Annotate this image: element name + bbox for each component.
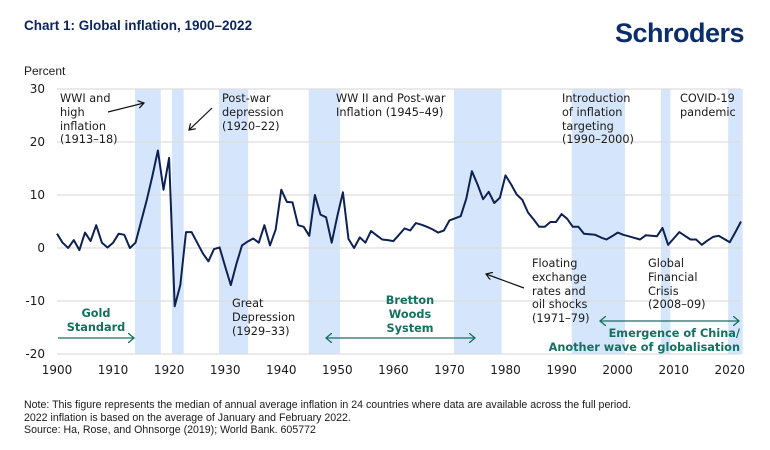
annotation-line: (2008–09) [648, 298, 706, 312]
shaded-period [219, 89, 249, 354]
x-tick-label: 1910 [98, 363, 129, 377]
schroders-logo: Schroders [614, 18, 745, 48]
x-tick-label: 2000 [602, 363, 633, 377]
shaded-period [171, 89, 184, 354]
shaded-period [728, 89, 743, 354]
y-tick-label: 20 [30, 135, 45, 149]
y-tick-label: 30 [30, 82, 45, 96]
annotation-line: inflation [60, 119, 106, 133]
annotation-great-depression: Great Depression (1929–33) [232, 297, 295, 338]
annotation-covid: COVID-19 pandemic [680, 92, 736, 120]
x-tick-label: 1960 [378, 363, 409, 377]
annotation-line: Gold [81, 307, 111, 320]
chart-title: Chart 1: Global inflation, 1900–2022 [24, 18, 253, 33]
x-tick-label: 2020 [715, 363, 746, 377]
x-tick-label: 1950 [322, 363, 353, 377]
annotation-line: Inflation (1945–49) [336, 105, 444, 119]
annotation-line: Great [232, 297, 264, 310]
shaded-period [660, 89, 671, 354]
inflation-line [56, 149, 742, 308]
postwar-arrow [189, 107, 213, 130]
floating-arrow [486, 274, 525, 289]
annotation-line: (1920–22) [222, 119, 280, 133]
annotation-line: Post-war [222, 92, 271, 105]
annotation-wwi: WWI and high inflation (1913–18) [60, 92, 118, 147]
annotation-line: targeting [562, 119, 614, 133]
annotation-line: Floating [532, 257, 578, 270]
annotation-wwii: WW II and Post-war Inflation (1945–49) [336, 92, 446, 120]
annotation-gfc: Global Financial Crisis (2008–09) [648, 257, 706, 312]
annotation-line: WW II and Post-war [336, 92, 446, 105]
x-tick-label: 1900 [42, 363, 73, 377]
y-tick-label: -20 [25, 347, 45, 361]
annotation-gold-standard: Gold Standard [60, 307, 132, 335]
shaded-period [134, 89, 161, 354]
x-tick-label: 1930 [210, 363, 241, 377]
annotation-line: pandemic [680, 105, 736, 119]
annotation-targeting: Introduction of inflation targeting (199… [562, 92, 634, 147]
annotation-line: Introduction [562, 92, 631, 105]
annotation-line: (1913–18) [60, 133, 118, 147]
x-tick-label: 1920 [154, 363, 185, 377]
annotation-bretton-woods: Bretton Woods System [370, 294, 450, 335]
x-tick-label: 1990 [546, 363, 577, 377]
annotation-line: COVID-19 [680, 92, 735, 105]
shaded-period [571, 89, 625, 354]
annotation-line: of inflation [562, 105, 623, 119]
chart-notes: Note: This figure represents the median … [24, 399, 631, 437]
annotation-line: WWI and [60, 92, 111, 105]
source-text: Source: Ha, Rose, and Ohnsorge (2019); W… [24, 424, 316, 436]
annotation-line: oil shocks [532, 298, 588, 312]
x-tick-label: 2010 [658, 363, 689, 377]
x-tick-label: 1980 [490, 363, 521, 377]
annotation-line: Crisis [648, 284, 679, 298]
y-tick-label: -10 [25, 294, 45, 308]
annotation-line: Standard [66, 320, 126, 334]
note-text: 2022 inflation is based on the average o… [24, 411, 351, 424]
shaded-period [453, 89, 502, 354]
annotation-line: (1990–2000) [562, 133, 634, 147]
annotation-line: exchange [532, 270, 587, 284]
annotation-postwar: Post-war depression (1920–22) [222, 92, 284, 133]
wwi-arrow [107, 103, 144, 113]
y-tick-label: 10 [30, 188, 45, 202]
annotation-line: Bretton [385, 294, 435, 307]
annotation-line: Global [648, 257, 685, 270]
annotation-globalisation: Emergence of China/ Another wave of glob… [549, 327, 740, 355]
annotation-line: depression [222, 105, 284, 119]
annotation-line: Financial [648, 270, 698, 284]
annotation-line: Another wave of globalisation [548, 340, 740, 354]
y-axis-label: Percent [24, 64, 66, 78]
annotation-line: high [60, 105, 85, 119]
annotation-line: rates and [532, 284, 586, 298]
x-tick-label: 1970 [434, 363, 465, 377]
annotation-line: (1929–33) [232, 324, 290, 338]
x-tick-label: 1940 [266, 363, 297, 377]
shaded-period [308, 89, 341, 354]
annotation-line: Depression [232, 310, 296, 324]
annotation-floating: Floating exchange rates and oil shocks (… [532, 257, 590, 326]
annotation-line: Emergence of China/ [608, 327, 740, 340]
annotation-line: System [386, 321, 434, 335]
annotation-line: (1971–79) [532, 312, 590, 326]
y-tick-label: 0 [37, 241, 45, 255]
note-text: Note: This figure represents the median … [24, 399, 631, 411]
annotation-line: Woods [388, 307, 432, 321]
